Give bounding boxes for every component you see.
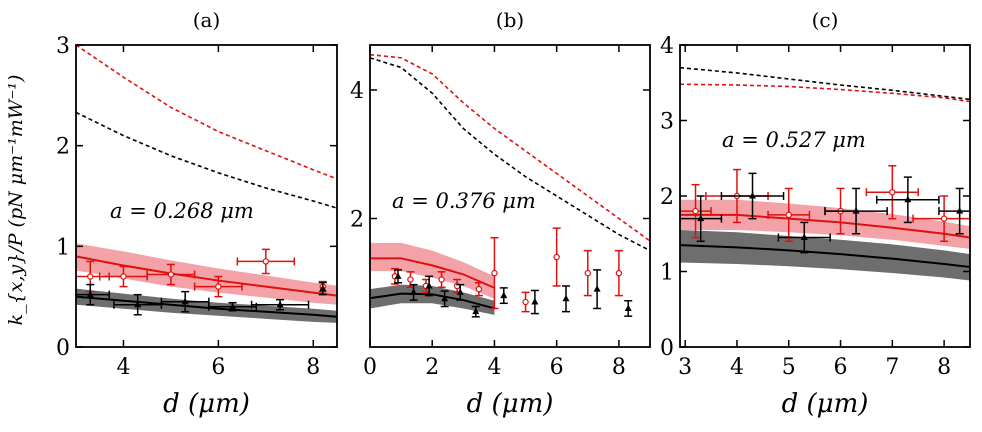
x-tick-label: 8: [612, 355, 626, 380]
black-data-point: [208, 301, 258, 312]
red-data-point: [437, 271, 446, 288]
y-tick-label: 3: [56, 34, 70, 59]
black-data-point: [562, 285, 570, 313]
red-data-point: [193, 275, 243, 298]
y-tick-label: 0: [660, 336, 674, 361]
red-data-point: [912, 195, 970, 243]
black-theory-line: [680, 244, 970, 268]
panel-title: (a): [193, 8, 221, 32]
y-tick-label: 1: [660, 261, 674, 286]
red-dashed-curve: [370, 53, 650, 242]
black-data-point: [76, 283, 110, 306]
red-data-point: [490, 237, 499, 310]
black-data-point: [440, 290, 449, 308]
gray-uncertainty-band: [76, 288, 337, 323]
x-tick-label: 8: [306, 355, 320, 380]
plot-area: [370, 53, 650, 318]
black-data-point: [680, 195, 723, 243]
panel-title: (b): [496, 8, 524, 32]
plot-frame: [369, 44, 651, 348]
black-theory-line: [370, 292, 495, 310]
y-tick-label: 2: [660, 185, 674, 210]
x-tick-label: 2: [425, 355, 439, 380]
black-data-point: [624, 299, 633, 317]
gray-uncertainty-band: [680, 229, 970, 281]
red-data-point: [583, 249, 592, 297]
black-data-point: [938, 187, 970, 235]
black-data-point: [425, 275, 434, 297]
black-data-point: [456, 283, 465, 301]
annotation-radius: a = 0.527 μm: [722, 128, 866, 152]
black-data-point: [409, 283, 418, 301]
x-tick-label: 6: [834, 355, 848, 380]
x-tick-label: 4: [487, 355, 501, 380]
x-tick-label: 4: [730, 355, 744, 380]
black-data-point: [593, 269, 602, 310]
red-data-point: [865, 165, 919, 220]
black-data-point: [499, 287, 508, 305]
y-tick-label: 4: [660, 34, 674, 59]
y-tick-label: 2: [56, 135, 70, 160]
black-data-point: [530, 289, 539, 315]
x-tick-label: 6: [211, 355, 225, 380]
panel-a: 4 6 8 0 1 2 3 (a) d (μm) a = 0.268 μm: [56, 8, 338, 419]
red-data-point: [680, 183, 712, 239]
red-dashed-curve: [76, 45, 337, 180]
gray-uncertainty-band: [370, 284, 495, 315]
red-data-point: [236, 248, 296, 275]
y-tick-label: 0: [56, 336, 70, 361]
red-data-point: [614, 249, 623, 297]
red-data-point: [521, 291, 530, 313]
black-data-point: [471, 305, 480, 318]
annotation-radius: a = 0.376 μm: [392, 189, 536, 213]
x-axis-label: d (μm): [467, 389, 554, 419]
red-theory-line: [370, 257, 495, 289]
black-data-point: [876, 176, 940, 224]
black-theory-line: [76, 295, 337, 318]
y-tick-label: 4: [350, 79, 364, 104]
x-tick-label: 3: [678, 355, 692, 380]
red-data-point: [552, 227, 561, 287]
x-tick-label: 8: [937, 355, 951, 380]
panel-title: (c): [812, 8, 839, 32]
panel-c: 3 4 5 6 7 8 0 1 2 3 4 (c) d (μm) a = 0.527 μm: [660, 8, 971, 419]
black-data-point: [394, 269, 402, 284]
black-data-point: [160, 290, 210, 313]
x-tick-label: 0: [363, 355, 377, 380]
black-dashed-curve: [370, 57, 650, 252]
x-tick-label: 7: [885, 355, 899, 380]
black-dashed-curve: [76, 111, 337, 209]
plot-frame: [75, 44, 338, 348]
annotation-radius: a = 0.268 μm: [110, 199, 254, 223]
black-data-point: [318, 281, 327, 296]
red-data-point: [146, 263, 196, 286]
x-axis-label: d (μm): [163, 389, 250, 419]
plot-area: [680, 66, 970, 281]
y-tick-label: 3: [660, 110, 674, 135]
black-data-point: [113, 293, 163, 316]
red-data-point: [767, 187, 811, 243]
y-axis-label: k_{x,y}/P (pN μm⁻¹mW⁻¹): [5, 75, 27, 326]
red-dashed-curve: [680, 83, 970, 103]
panel-b: 0 2 4 6 8 2 4 (b) d (μm) a = 0.376 μm: [350, 8, 651, 419]
y-tick-label: 2: [350, 207, 364, 232]
red-data-point: [474, 281, 483, 297]
black-data-point: [720, 172, 785, 220]
black-data-point: [777, 221, 831, 254]
black-data-point: [824, 187, 888, 235]
y-tick-label: 1: [56, 235, 70, 260]
x-tick-label: 6: [550, 355, 564, 380]
black-data-point: [250, 298, 310, 311]
plot-area: [76, 45, 337, 323]
x-tick-label: 5: [782, 355, 796, 380]
x-tick-label: 4: [116, 355, 130, 380]
black-dashed-curve: [680, 66, 970, 101]
x-axis-label: d (μm): [782, 389, 869, 419]
red-uncertainty-band: [76, 243, 337, 305]
